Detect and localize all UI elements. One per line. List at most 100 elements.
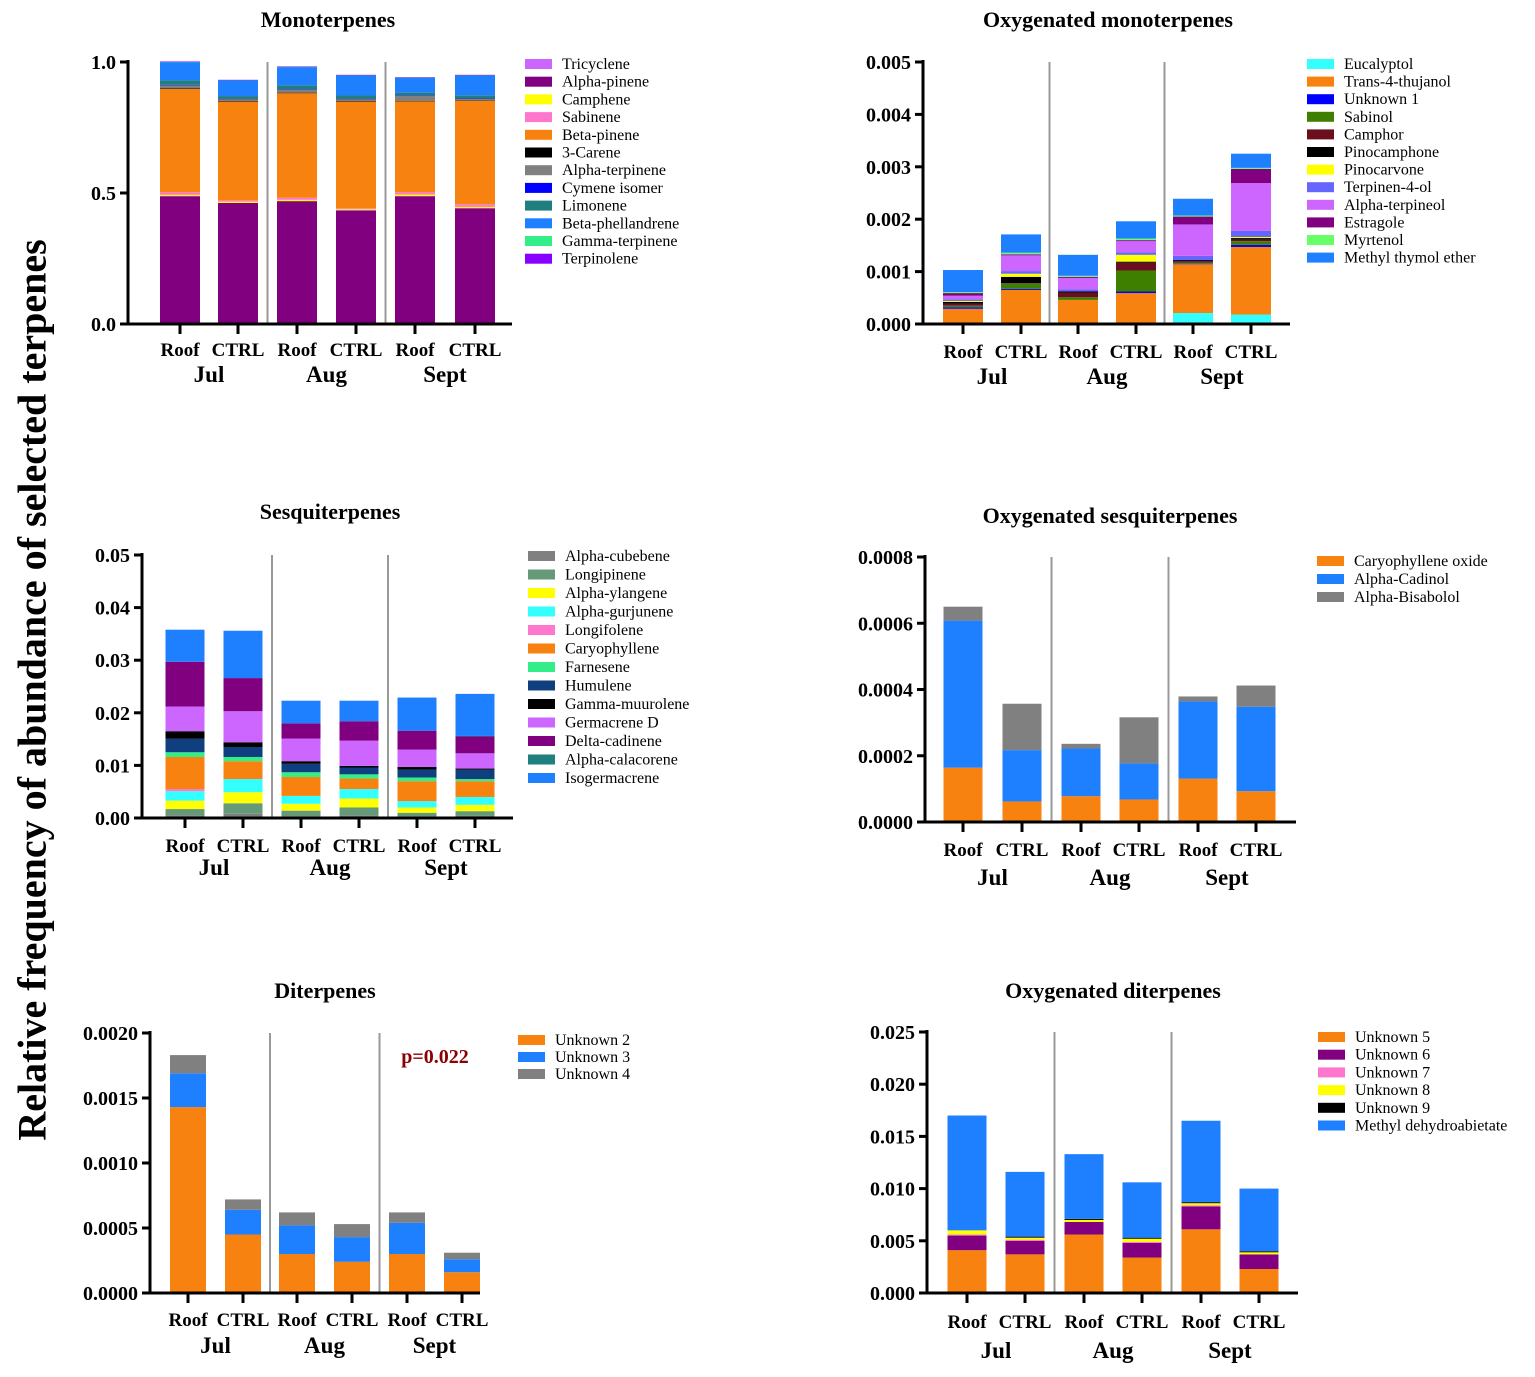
bar-segment-estragole xyxy=(943,293,983,296)
bar-segment-longipinene xyxy=(339,807,379,816)
x-tick-label: Roof xyxy=(943,342,983,363)
legend-swatch xyxy=(525,112,552,123)
bar-segment-isogermacrene xyxy=(339,700,379,722)
legend-label: Beta-phellandrene xyxy=(562,215,679,232)
bar-segment-limonene xyxy=(277,85,317,90)
y-tick-label: 0.0005 xyxy=(83,1218,138,1240)
legend-label: Methyl dehydroabietate xyxy=(1355,1118,1507,1135)
legend-label: Cymene isomer xyxy=(562,180,664,197)
legend-swatch xyxy=(528,662,555,672)
bar-segment-methyl-dehydroabietate xyxy=(1005,1171,1045,1237)
month-label: Sept xyxy=(424,855,468,880)
bar-segment-caryophyllene-oxide xyxy=(1236,791,1276,822)
bar-segment-sabinene xyxy=(336,208,376,210)
y-tick-label: 0.0002 xyxy=(858,746,913,768)
y-tick-label: 0.0008 xyxy=(858,547,913,569)
bar-segment-cymene-isomer xyxy=(160,84,200,86)
legend-swatch xyxy=(528,625,555,635)
chart-title: Sesquiterpenes xyxy=(260,499,401,524)
legend-swatch xyxy=(1307,164,1334,175)
bar-segment-methyl-dehydroabietate xyxy=(1064,1154,1104,1219)
bar-segment-terpinolene xyxy=(218,79,258,81)
bar-segment-unknown-6 xyxy=(1005,1240,1045,1255)
month-label: Sept xyxy=(1205,865,1249,890)
bar-segment-alpha-terpinene xyxy=(455,98,495,101)
legend-swatch xyxy=(1307,252,1334,263)
bar-segment-unknown-6 xyxy=(1122,1242,1162,1258)
bar-segment-terpinen-4-ol xyxy=(1001,271,1041,274)
y-tick-label: 0.0006 xyxy=(858,613,913,635)
x-tick-label: CTRL xyxy=(217,1310,270,1331)
bar-segment-delta-cadinene xyxy=(455,736,495,754)
bar-segment-camphor xyxy=(1116,262,1156,271)
legend-swatch xyxy=(525,253,552,264)
bar-segment-pinocarvone xyxy=(1116,254,1156,262)
bar-segment-unknown-9 xyxy=(1239,1251,1279,1253)
bar-segment-unknown-4 xyxy=(334,1224,370,1238)
x-tick-label: Roof xyxy=(1181,1312,1221,1333)
bar-segment-gamma-muurolene xyxy=(397,766,437,770)
bar-segment-myrtenol xyxy=(1231,167,1271,169)
bar-segment-longipinene xyxy=(397,812,437,817)
bar-segment-unknown-1 xyxy=(943,307,983,309)
y-tick-label: 0.004 xyxy=(866,104,911,126)
bar-segment-alpha-bisabolol xyxy=(1178,696,1218,702)
legend-swatch xyxy=(1318,1085,1345,1096)
bar-segment-terpinen-4-ol xyxy=(1231,230,1271,238)
bar-segment-longipinene xyxy=(165,809,205,816)
legend-swatch xyxy=(1317,574,1344,584)
bar-segment-unknown-1 xyxy=(1173,263,1213,265)
bar-segment-pinocamphone xyxy=(1231,238,1271,240)
bar-segment-humulene xyxy=(165,738,205,753)
bar-segment-terpinolene xyxy=(336,74,376,76)
bar-segment-terpinolene xyxy=(277,66,317,67)
bar-segment-terpinolene xyxy=(160,61,200,62)
bar-segment-germacrene-d xyxy=(339,740,379,766)
legend-swatch xyxy=(528,588,555,598)
bar-segment-gamma-terpinene xyxy=(455,75,495,76)
bar-segment-alpha-terpinene xyxy=(395,95,435,101)
legend-swatch xyxy=(1318,1067,1345,1078)
y-tick-label: 0.00 xyxy=(95,808,130,830)
bar-segment-beta-phellandrene xyxy=(395,77,435,93)
legend-swatch xyxy=(1318,1049,1345,1060)
bar-segment-unknown-4 xyxy=(225,1199,261,1210)
y-tick-label: 0.015 xyxy=(870,1126,915,1148)
bar-segment-unknown-5 xyxy=(1064,1234,1104,1293)
month-label: Aug xyxy=(1093,1338,1134,1363)
legend-swatch xyxy=(1318,1120,1345,1131)
bar-segment-caryophyllene xyxy=(223,761,263,780)
bar-segment-alpha-pinene xyxy=(218,202,258,324)
month-label: Jul xyxy=(977,364,1008,389)
legend-label: Unknown 1 xyxy=(1344,91,1419,108)
legend-label: Alpha-cubebene xyxy=(565,548,670,565)
month-label: Aug xyxy=(306,362,347,387)
bar-segment-alpha-pinene xyxy=(336,210,376,324)
legend-label: Gamma-muurolene xyxy=(565,696,689,713)
legend-label: Humulene xyxy=(565,678,632,695)
legend-swatch xyxy=(525,76,552,87)
y-tick-label: 0.000 xyxy=(866,314,911,336)
bar-segment-sabinene xyxy=(455,204,495,207)
bar-segment-camphor xyxy=(1231,239,1271,242)
bar-segment-cymene-isomer xyxy=(455,98,495,99)
bar-segment-alpha-bisabolol xyxy=(1061,743,1101,749)
legend-swatch xyxy=(525,59,552,69)
bar-segment-isogermacrene xyxy=(397,697,437,731)
bar-segment-alpha-bisabolol xyxy=(1119,717,1159,764)
legend-label: 3-Carene xyxy=(562,145,621,162)
legend-swatch xyxy=(1307,94,1334,105)
chart-title: Oxygenated diterpenes xyxy=(1005,978,1221,1003)
bar-segment-camphor xyxy=(1001,283,1041,284)
bar-segment-alpha-pinene xyxy=(455,208,495,324)
bar-segment-beta-pinene xyxy=(395,101,435,193)
y-tick-label: 0.0015 xyxy=(83,1088,138,1110)
x-tick-label: CTRL xyxy=(1110,342,1163,363)
y-tick-label: 0.0010 xyxy=(83,1153,138,1175)
bar-segment-delta-cadinene xyxy=(281,723,321,739)
legend-label: Caryophyllene xyxy=(565,641,659,658)
bar-segment-gamma-terpinene xyxy=(336,75,376,76)
bar-segment-isogermacrene xyxy=(165,629,205,662)
x-tick-label: Roof xyxy=(387,1310,427,1331)
bar-segment-trans-4-thujanol xyxy=(1173,264,1213,313)
